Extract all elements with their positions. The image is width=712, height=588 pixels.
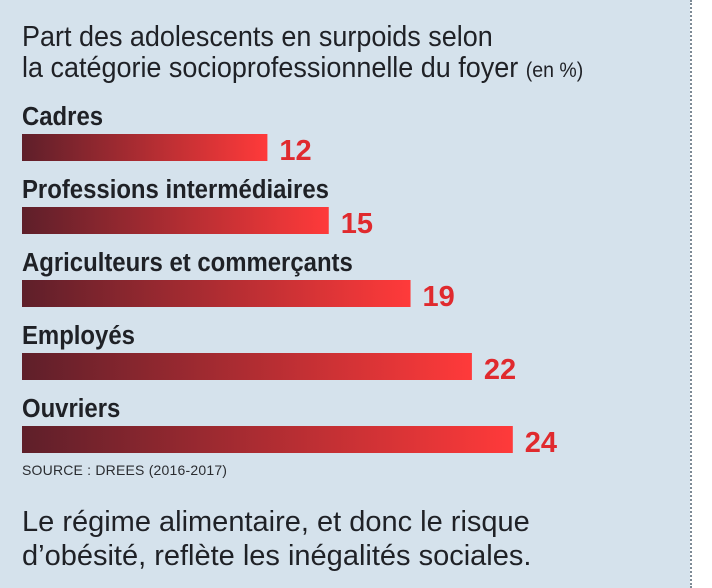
bar-chart: Cadres 12 Professions intermédiaires 15 Agri… — [22, 102, 557, 459]
caption: Le régime alimentaire, et donc le risque… — [22, 505, 682, 573]
category-label: Employés — [22, 321, 135, 350]
value-label: 22 — [484, 354, 516, 386]
bar — [22, 134, 268, 161]
chart-title-line2: la catégorie socioprofessionnelle du foy… — [22, 52, 519, 84]
category-label: Agriculteurs et commerçants — [22, 248, 353, 277]
chart-title: Part des adolescents en surpoids selon l… — [22, 22, 636, 86]
value-label: 15 — [341, 208, 373, 240]
caption-line2: d’obésité, reflète les inégalités social… — [22, 540, 532, 572]
bar — [22, 426, 513, 453]
bar — [22, 280, 411, 307]
source-note: SOURCE : DREES (2016-2017) — [22, 462, 228, 478]
unit-label: (en %) — [525, 59, 584, 82]
bar — [22, 353, 472, 380]
chart-title-line1: Part des adolescents en surpoids selon — [22, 21, 493, 53]
dotted-divider — [690, 0, 692, 588]
value-label: 12 — [279, 135, 311, 167]
category-label: Ouvriers — [22, 394, 120, 423]
category-label: Cadres — [22, 102, 103, 131]
value-label: 19 — [423, 281, 455, 313]
bar — [22, 207, 329, 234]
caption-line1: Le régime alimentaire, et donc le risque — [22, 506, 530, 538]
value-label: 24 — [525, 427, 557, 459]
category-label: Professions intermédiaires — [22, 175, 329, 204]
